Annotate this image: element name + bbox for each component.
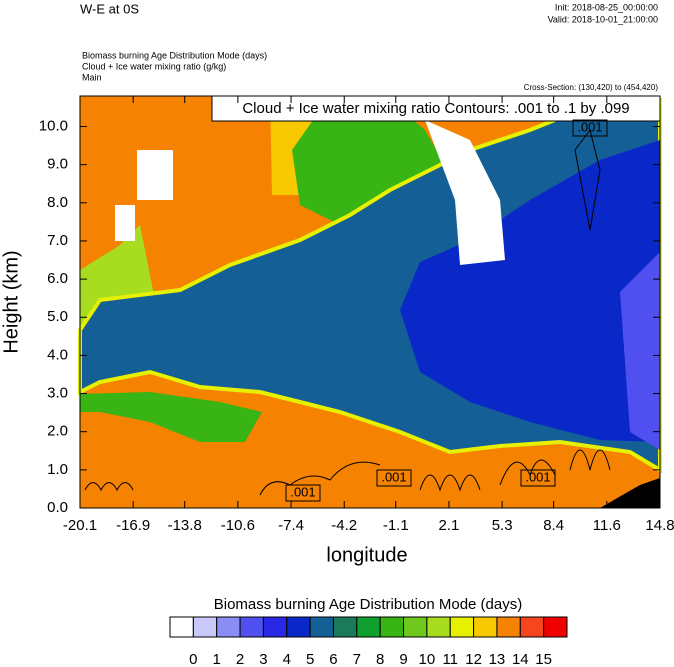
colorbar-box [496, 616, 521, 638]
colorbar-box [449, 616, 475, 638]
colorbar-label: 7 [353, 651, 361, 667]
colorbar-box [216, 616, 241, 638]
contour-label: .001 [525, 469, 550, 484]
field-lightblue [620, 252, 660, 450]
x-tick-label: 14.8 [645, 517, 674, 534]
contour-info-box [211, 95, 661, 122]
field-white [137, 150, 173, 200]
colorbar-label: 15 [535, 651, 552, 667]
colorbar-box [169, 616, 194, 638]
valid-time: Valid: 2018-10-01_21:00:00 [548, 14, 658, 24]
y-tick-label: 10.0 [39, 117, 68, 134]
contour-label: .001 [577, 119, 602, 134]
colorbar-box [332, 616, 358, 638]
y-tick-label: 1.0 [47, 461, 68, 478]
colorbar-title: Biomass burning Age Distribution Mode (d… [214, 596, 522, 613]
field [78, 96, 662, 508]
y-axis-label: Height (km) [0, 250, 22, 353]
x-tick-label: 2.1 [439, 517, 460, 534]
colorbar-label: 11 [442, 651, 458, 667]
colorbar-box [543, 616, 568, 638]
init-time: Init: 2018-08-25_00:00:00 [555, 2, 658, 12]
colorbar-box [403, 616, 428, 638]
y-tick-label: 5.0 [47, 308, 68, 325]
colorbar-label: 10 [419, 651, 436, 667]
colorbar-label: 1 [213, 651, 221, 667]
x-tick-label: -20.1 [63, 517, 97, 534]
field-green-low [80, 392, 262, 442]
y-tick-label: 9.0 [47, 156, 68, 173]
colorbar-box [309, 616, 334, 638]
y-tick-label: 4.0 [47, 346, 68, 363]
cross-section: Cross-Section: (130,420) to (454,420) [524, 83, 659, 92]
field-label: Main [82, 72, 102, 82]
x-tick-label: -1.1 [383, 517, 409, 534]
colorbar-label: 12 [465, 651, 482, 667]
colorbar-label: 5 [306, 651, 314, 667]
y-tick-label: 7.0 [47, 232, 68, 249]
y-tick-label: 2.0 [47, 423, 68, 440]
chart-title: W-E at 0S [80, 1, 139, 16]
colorbar-box [356, 616, 381, 638]
x-tick-label: -10.6 [221, 517, 255, 534]
field-white [425, 120, 505, 265]
colorbar-box [379, 616, 405, 638]
colorbar-box [286, 616, 311, 638]
colorbar-box [262, 616, 288, 638]
contour-label-box [520, 469, 556, 487]
colorbar-box [192, 616, 218, 638]
contour-label-box [376, 469, 412, 487]
x-tick-label: -13.8 [168, 517, 202, 534]
contour-line [84, 128, 611, 496]
colorbar-box [473, 616, 498, 638]
x-tick-label: 5.3 [492, 517, 513, 534]
colorbar-label: 3 [259, 651, 267, 667]
colorbar-box [426, 616, 451, 638]
colorbar-box [239, 616, 264, 638]
contour-label: .001 [381, 469, 406, 484]
contour-label: .001 [290, 484, 315, 499]
x-axis-label: longitude [326, 544, 407, 566]
field-label: Cloud + Ice water mixing ratio (g/kg) [82, 61, 226, 71]
x-tick-label: -4.2 [331, 517, 357, 534]
colorbar-box [519, 616, 545, 638]
colorbar-label: 9 [399, 651, 407, 667]
colorbar-label: 6 [329, 651, 337, 667]
contour-label-box [285, 484, 321, 502]
x-tick-label: -16.9 [116, 517, 150, 534]
colorbar-label: 8 [376, 651, 384, 667]
terrain [600, 478, 660, 508]
x-tick-label: -7.4 [278, 517, 304, 534]
y-tick-label: 0.0 [47, 499, 68, 516]
field-blue [400, 140, 660, 442]
contour-label-box [572, 119, 608, 137]
colorbar-label: 13 [489, 651, 506, 667]
x-tick-label: 11.6 [593, 517, 621, 534]
field-label: Biomass burning Age Distribution Mode (d… [82, 50, 267, 60]
colorbar-label: 0 [189, 651, 197, 667]
colorbar-label: 2 [236, 651, 244, 667]
y-tick-label: 3.0 [47, 385, 68, 402]
colorbar-label: 4 [283, 651, 291, 667]
field-white [115, 205, 135, 241]
colorbar-label: 14 [512, 651, 529, 667]
x-tick-label: 8.4 [543, 517, 564, 534]
y-tick-label: 6.0 [47, 270, 68, 287]
y-tick-label: 8.0 [47, 194, 68, 211]
contour-info: Cloud + Ice water mixing ratio Contours:… [242, 100, 629, 117]
